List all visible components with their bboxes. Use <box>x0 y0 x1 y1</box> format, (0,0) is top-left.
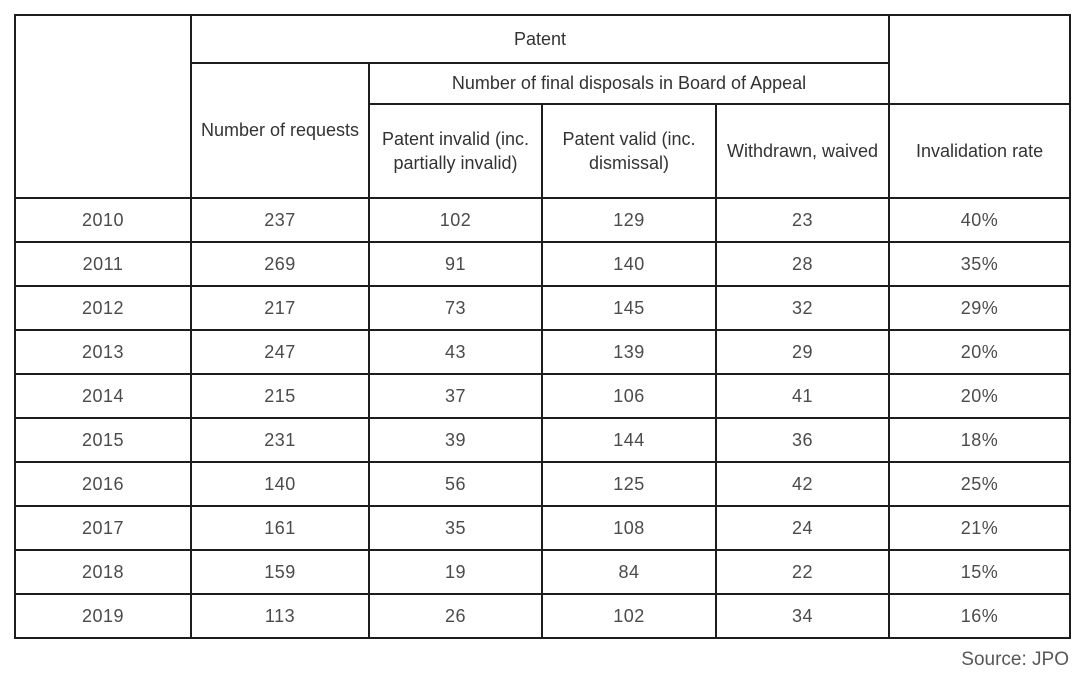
col-header-withdrawn: Withdrawn, waived <box>714 103 891 199</box>
year-cell: 2011 <box>14 241 192 287</box>
year-cell: 2018 <box>14 549 192 595</box>
valid-cell: 106 <box>541 373 717 419</box>
valid-cell: 139 <box>541 329 717 375</box>
year-cell: 2015 <box>14 417 192 463</box>
disposals-group-header: Number of final disposals in Board of Ap… <box>367 62 891 105</box>
table-row: 2015 231 39 144 36 18% <box>14 417 1072 463</box>
requests-cell: 113 <box>190 593 370 639</box>
invalid-cell: 56 <box>368 461 543 507</box>
rate-cell: 20% <box>888 329 1072 375</box>
patent-invalidation-table: Patent Number of requests Number of fina… <box>14 14 1072 639</box>
valid-cell: 145 <box>541 285 717 331</box>
withdrawn-cell: 32 <box>714 285 891 331</box>
valid-cell: 129 <box>541 197 717 243</box>
invalid-cell: 26 <box>368 593 543 639</box>
table-row: 2017 161 35 108 24 21% <box>14 505 1072 551</box>
patent-invalidation-table-wrapper: Patent Number of requests Number of fina… <box>14 14 1072 671</box>
corner-cell <box>14 14 192 199</box>
year-cell: 2016 <box>14 461 192 507</box>
year-cell: 2010 <box>14 197 192 243</box>
invalid-cell: 35 <box>368 505 543 551</box>
requests-cell: 269 <box>190 241 370 287</box>
requests-cell: 159 <box>190 549 370 595</box>
requests-cell: 247 <box>190 329 370 375</box>
col-header-patent-valid: Patent valid (inc. dismissal) <box>541 103 717 199</box>
valid-cell: 140 <box>541 241 717 287</box>
col-header-patent-invalid: Patent invalid (inc. partially invalid) <box>368 103 543 199</box>
invalid-cell: 19 <box>368 549 543 595</box>
invalid-cell: 73 <box>368 285 543 331</box>
requests-cell: 161 <box>190 505 370 551</box>
rate-cell: 25% <box>888 461 1072 507</box>
withdrawn-cell: 29 <box>714 329 891 375</box>
rate-cell: 21% <box>888 505 1072 551</box>
table-row: 2018 159 19 84 22 15% <box>14 549 1072 595</box>
requests-cell: 140 <box>190 461 370 507</box>
table-row: 2012 217 73 145 32 29% <box>14 285 1072 331</box>
valid-cell: 84 <box>541 549 717 595</box>
invalid-cell: 39 <box>368 417 543 463</box>
rate-cell: 16% <box>888 593 1072 639</box>
year-cell: 2017 <box>14 505 192 551</box>
rate-cell: 35% <box>888 241 1072 287</box>
withdrawn-cell: 42 <box>714 461 891 507</box>
valid-cell: 125 <box>541 461 717 507</box>
table-row: 2013 247 43 139 29 20% <box>14 329 1072 375</box>
invalid-cell: 91 <box>368 241 543 287</box>
col-header-requests: Number of requests <box>190 62 370 199</box>
rate-cell: 20% <box>888 373 1072 419</box>
valid-cell: 108 <box>541 505 717 551</box>
withdrawn-cell: 41 <box>714 373 891 419</box>
table-row: 2011 269 91 140 28 35% <box>14 241 1072 287</box>
rate-cell: 29% <box>888 285 1072 331</box>
year-cell: 2012 <box>14 285 192 331</box>
invalid-cell: 37 <box>368 373 543 419</box>
year-cell: 2013 <box>14 329 192 375</box>
rate-spacer-cell <box>888 14 1072 105</box>
invalid-cell: 43 <box>368 329 543 375</box>
rate-cell: 40% <box>888 197 1072 243</box>
withdrawn-cell: 24 <box>714 505 891 551</box>
table-row: 2016 140 56 125 42 25% <box>14 461 1072 507</box>
table-row: 2019 113 26 102 34 16% <box>14 593 1072 639</box>
requests-cell: 217 <box>190 285 370 331</box>
rate-cell: 15% <box>888 549 1072 595</box>
requests-cell: 237 <box>190 197 370 243</box>
table-row: 2010 237 102 129 23 40% <box>14 197 1072 243</box>
withdrawn-cell: 36 <box>714 417 891 463</box>
withdrawn-cell: 34 <box>714 593 891 639</box>
requests-cell: 215 <box>190 373 370 419</box>
withdrawn-cell: 22 <box>714 549 891 595</box>
valid-cell: 102 <box>541 593 717 639</box>
withdrawn-cell: 23 <box>714 197 891 243</box>
year-cell: 2019 <box>14 593 192 639</box>
year-cell: 2014 <box>14 373 192 419</box>
withdrawn-cell: 28 <box>714 241 891 287</box>
rate-cell: 18% <box>888 417 1072 463</box>
invalid-cell: 102 <box>368 197 543 243</box>
col-header-invalidation-rate: Invalidation rate <box>888 103 1072 199</box>
table-row: 2014 215 37 106 41 20% <box>14 373 1072 419</box>
valid-cell: 144 <box>541 417 717 463</box>
source-attribution: Source: JPO <box>961 649 1069 670</box>
requests-cell: 231 <box>190 417 370 463</box>
patent-group-header: Patent <box>189 14 891 64</box>
